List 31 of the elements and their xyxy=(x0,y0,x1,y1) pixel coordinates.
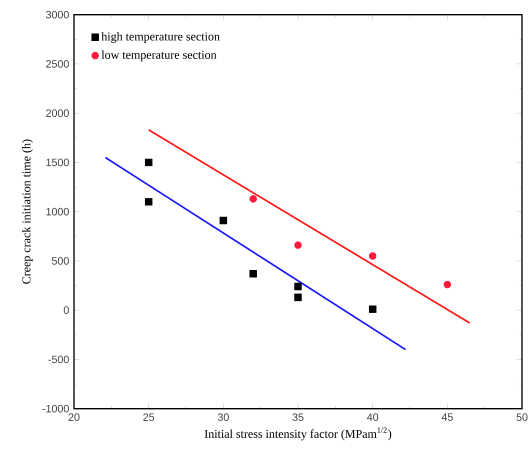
point xyxy=(294,294,302,302)
point xyxy=(249,195,257,203)
legend-label: low temperature section xyxy=(102,50,216,62)
y-tick-label: -500 xyxy=(48,356,69,364)
x-axis-title: Initial stress intensity factor (MPam$^{1/2}$) xyxy=(204,427,392,440)
point xyxy=(368,252,376,260)
point xyxy=(249,270,257,278)
point xyxy=(294,241,302,249)
x-tick-label: 30 xyxy=(218,413,229,421)
y-tick-label: 1000 xyxy=(46,208,69,216)
x-tick-label: 25 xyxy=(143,413,154,421)
x-tick-label: 45 xyxy=(442,413,453,421)
y-tick-label: 2500 xyxy=(46,60,69,68)
y-tick-label: 2000 xyxy=(46,109,69,117)
y-tick-label: 1500 xyxy=(46,158,69,166)
point xyxy=(220,216,228,224)
y-tick-label: 0 xyxy=(64,306,69,314)
point xyxy=(368,305,376,313)
point xyxy=(294,282,302,290)
y-tick-label: -1000 xyxy=(42,404,69,412)
x-tick-label: 50 xyxy=(516,413,528,421)
x-tick-label: 40 xyxy=(366,413,378,421)
x-tick-label: 35 xyxy=(292,413,304,421)
legend-label: high temperature section xyxy=(101,32,220,44)
point xyxy=(144,158,152,166)
x-tick-label: 20 xyxy=(68,413,80,421)
y-axis-title: Creep crack initiation time (h) xyxy=(22,140,33,284)
y-tick-label: 3000 xyxy=(46,10,69,18)
point xyxy=(144,198,152,206)
point xyxy=(444,280,452,288)
y-tick-label: 500 xyxy=(52,257,69,265)
